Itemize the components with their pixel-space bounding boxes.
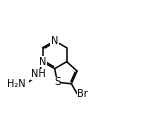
Text: S: S xyxy=(54,77,61,87)
Text: N: N xyxy=(51,36,58,46)
Text: Br: Br xyxy=(77,89,88,99)
Text: NH: NH xyxy=(31,69,46,79)
Text: N: N xyxy=(39,57,46,67)
Text: H₂N: H₂N xyxy=(7,79,26,89)
